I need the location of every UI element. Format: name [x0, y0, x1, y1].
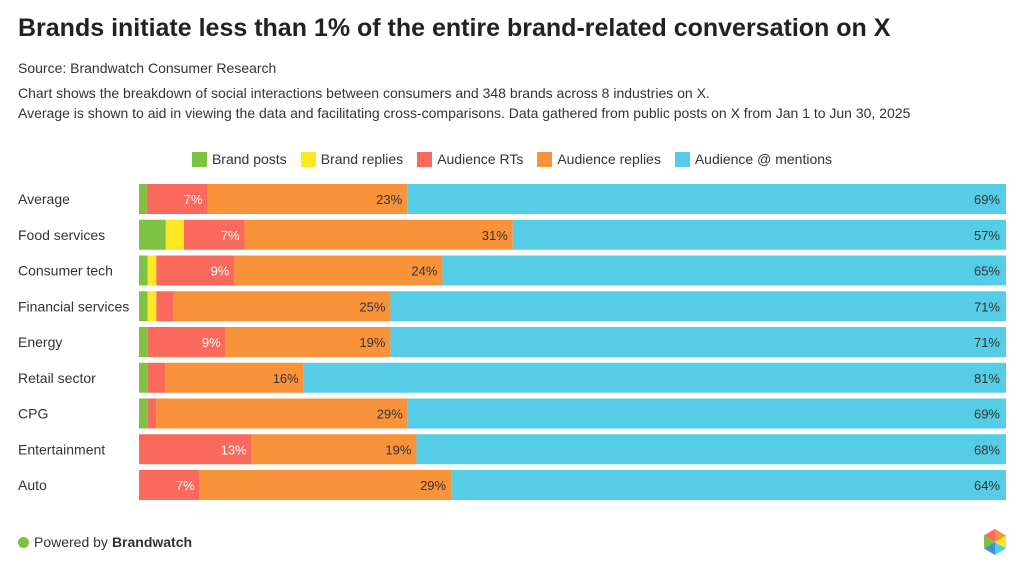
bar-consumer-tech-brand-replies — [147, 255, 157, 286]
data-label-entertainment-audience-replies: 19% — [385, 442, 411, 457]
bar-average-audience-mentions — [407, 184, 1007, 214]
bar-consumer-tech-audience-mentions — [442, 255, 1006, 286]
powered-by: Powered by Brandwatch — [18, 534, 192, 550]
category-label-consumer-tech: Consumer tech — [18, 263, 113, 279]
bar-average-audience-rts — [146, 184, 208, 214]
brandwatch-dot-icon — [18, 536, 29, 548]
category-label-financial-services: Financial services — [18, 298, 129, 314]
category-label-cpg: CPG — [18, 406, 48, 422]
legend-label: Audience RTs — [437, 151, 524, 167]
bar-retail-sector-brand-posts — [139, 362, 148, 393]
description-line-1: Chart shows the breakdown of social inte… — [18, 85, 710, 101]
data-label-average-audience-mentions: 69% — [974, 192, 1000, 207]
bar-energy-brand-posts — [139, 327, 148, 357]
bar-food-services-brand-replies — [165, 219, 184, 250]
bar-food-services-brand-posts — [139, 219, 166, 250]
legend-item-audience-mentions: Audience @ mentions — [674, 151, 833, 167]
bar-consumer-tech-audience-replies — [234, 255, 443, 286]
powered-by-brand: Brandwatch — [111, 534, 193, 550]
brandwatch-logo-icon — [984, 529, 1006, 555]
data-label-auto-audience-rts: 7% — [176, 478, 195, 493]
legend-label: Brand replies — [320, 151, 404, 167]
legend-item-audience-rts: Audience RTs — [417, 151, 523, 167]
data-label-food-services-audience-mentions: 57% — [974, 228, 1000, 243]
data-label-retail-sector-audience-mentions: 81% — [974, 371, 1000, 386]
bar-auto-audience-replies — [199, 470, 452, 500]
bar-cpg-audience-rts — [147, 398, 157, 429]
bar-energy-audience-replies — [225, 327, 391, 357]
data-label-auto-audience-replies: 29% — [420, 478, 446, 493]
bar-energy-audience-mentions — [390, 327, 1006, 357]
legend-label: Audience replies — [557, 151, 661, 167]
category-label-food-services: Food services — [18, 227, 105, 243]
bar-retail-sector-audience-rts — [147, 362, 166, 393]
chart-legend: Brand posts Brand replies Audience RTs Audi… — [0, 151, 1024, 167]
chart-source: Source: Brandwatch Consumer Research — [18, 60, 277, 76]
chart-description: Chart shows the breakdown of social inte… — [18, 83, 910, 123]
bar-entertainment-audience-rts — [139, 434, 252, 465]
data-label-consumer-tech-audience-rts: 9% — [211, 264, 230, 279]
data-label-retail-sector-audience-replies: 16% — [273, 371, 299, 386]
data-label-food-services-audience-replies: 31% — [482, 228, 508, 243]
bar-retail-sector-audience-mentions — [303, 362, 1007, 393]
data-label-financial-services-audience-replies: 25% — [359, 299, 385, 314]
bar-food-services-audience-replies — [244, 219, 513, 250]
data-label-cpg-audience-mentions: 69% — [974, 407, 1000, 422]
bar-cpg-audience-mentions — [407, 398, 1006, 429]
bar-entertainment-audience-mentions — [416, 434, 1006, 465]
data-label-consumer-tech-audience-mentions: 65% — [974, 264, 1000, 279]
data-label-entertainment-audience-mentions: 68% — [974, 442, 1000, 457]
bar-cpg-audience-replies — [156, 398, 408, 429]
legend-label: Brand posts — [211, 151, 287, 167]
description-line-2: Average is shown to aid in viewing the d… — [18, 105, 911, 121]
bar-financial-services-audience-replies — [173, 291, 391, 322]
legend-item-brand-replies: Brand replies — [300, 151, 404, 167]
chart-title: Brands initiate less than 1% of the enti… — [18, 14, 891, 42]
bar-cpg-brand-posts — [139, 398, 148, 429]
legend-item-audience-replies: Audience replies — [537, 151, 661, 167]
bar-average-audience-replies — [207, 184, 408, 214]
data-label-cpg-audience-replies: 29% — [377, 407, 403, 422]
data-label-auto-audience-mentions: 64% — [974, 478, 1000, 493]
bar-food-services-audience-mentions — [512, 219, 1006, 250]
bar-financial-services-brand-posts — [139, 291, 148, 322]
legend-label: Audience @ mentions — [694, 151, 833, 167]
bar-financial-services-audience-mentions — [390, 291, 1006, 322]
data-label-energy-audience-replies: 19% — [359, 335, 385, 350]
bar-retail-sector-audience-replies — [165, 362, 304, 393]
category-label-energy: Energy — [18, 334, 62, 350]
bar-financial-services-audience-rts — [156, 291, 174, 322]
bar-consumer-tech-brand-posts — [139, 255, 148, 286]
bar-consumer-tech-audience-rts — [156, 255, 235, 286]
category-label-retail-sector: Retail sector — [18, 370, 96, 386]
data-label-consumer-tech-audience-replies: 24% — [411, 264, 437, 279]
bar-average-brand-posts — [139, 184, 147, 214]
legend-swatch — [417, 151, 433, 167]
bar-energy-audience-rts — [147, 327, 226, 357]
legend-swatch — [191, 151, 207, 167]
category-label-entertainment: Entertainment — [18, 441, 105, 457]
data-label-energy-audience-mentions: 71% — [974, 335, 1000, 350]
bar-financial-services-brand-replies — [147, 291, 157, 322]
data-label-food-services-audience-rts: 7% — [221, 228, 240, 243]
legend-swatch — [537, 151, 553, 167]
data-label-average-audience-rts: 7% — [184, 192, 203, 207]
legend-item-brand-posts: Brand posts — [191, 151, 287, 167]
data-label-energy-audience-rts: 9% — [202, 335, 221, 350]
powered-by-label: Powered by — [34, 534, 108, 550]
bar-auto-audience-mentions — [451, 470, 1006, 500]
data-label-entertainment-audience-rts: 13% — [221, 442, 247, 457]
data-label-financial-services-audience-mentions: 71% — [974, 299, 1000, 314]
legend-swatch — [300, 151, 316, 167]
bar-food-services-audience-rts — [183, 219, 245, 250]
category-label-auto: Auto — [18, 477, 47, 493]
bar-entertainment-audience-replies — [251, 434, 417, 465]
legend-swatch — [674, 151, 690, 167]
category-label-average: Average — [18, 191, 70, 207]
bar-auto-audience-rts — [139, 470, 200, 500]
data-label-average-audience-replies: 23% — [376, 192, 402, 207]
